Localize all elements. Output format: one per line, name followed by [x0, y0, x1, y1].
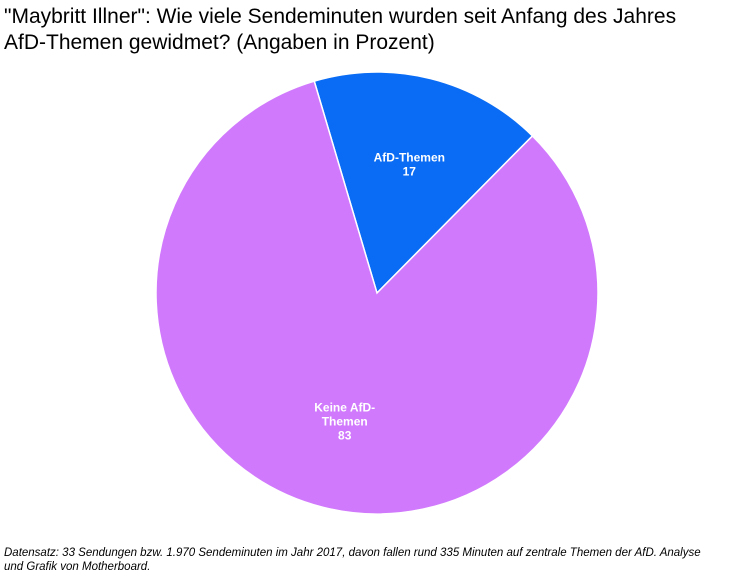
pie-labels: AfD-Themen 17 Keine AfD-Themen 83 — [314, 150, 445, 442]
slice-value: 17 — [403, 164, 417, 178]
slice-label-2: Keine AfD-Themen 83 — [314, 401, 375, 443]
slice-label-line: Themen — [322, 415, 368, 429]
footnote-line-2: und Grafik von Motherboard. — [4, 561, 151, 573]
pie-slice-2 — [155, 80, 599, 515]
pie-slices — [155, 71, 599, 515]
slice-label-line: Keine AfD- — [314, 401, 375, 415]
chart-title-line-1: "Maybritt Illner": Wie viele Sendeminute… — [4, 5, 677, 28]
slice-value: 83 — [338, 429, 352, 443]
footnote: Datensatz: 33 Sendungen bzw. 1.970 Sende… — [4, 546, 734, 574]
chart-title-line-2: AfD-Themen gewidmet? (Angaben in Prozent… — [4, 31, 435, 54]
slice-label-1: AfD-Themen 17 — [374, 150, 445, 178]
footnote-line-1: Datensatz: 33 Sendungen bzw. 1.970 Sende… — [4, 547, 701, 559]
slice-label-line: AfD-Themen — [374, 150, 445, 164]
pie-slice-1 — [313, 71, 534, 295]
chart-title: "Maybritt Illner": Wie viele Sendeminute… — [4, 4, 732, 56]
